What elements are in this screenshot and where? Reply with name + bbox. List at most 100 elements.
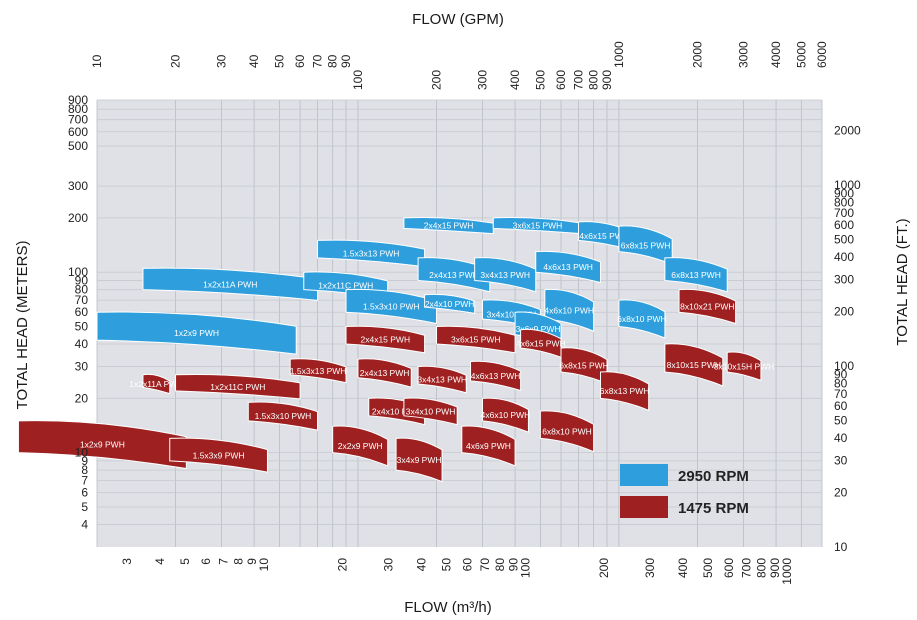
y-right-tick-label: 200 xyxy=(834,305,854,319)
legend-swatch-1475 xyxy=(620,496,668,518)
x-top-tick-label: 800 xyxy=(587,70,601,90)
region-label: 6x8x13 PWH xyxy=(600,386,650,396)
y-left-tick-label: 200 xyxy=(68,211,88,225)
pump-region: 6x8x10 PWH xyxy=(617,299,667,339)
region-1475 xyxy=(332,425,389,467)
x-bottom-tick-label: 6 xyxy=(199,558,213,565)
region-label: 2x4x10 PWH xyxy=(425,299,475,309)
region-1475 xyxy=(175,373,301,400)
region-2950 xyxy=(474,257,537,293)
region-label: 6x8x10 PWH xyxy=(542,426,592,436)
pump-region: 3x4x10 PWH xyxy=(403,397,458,426)
pump-region: 2x4x15 PWH xyxy=(403,216,494,235)
x-top-tick-label: 600 xyxy=(554,70,568,90)
x-top-tick-label: 90 xyxy=(339,54,353,68)
region-2950 xyxy=(417,257,491,293)
y-right-tick-label: 30 xyxy=(834,454,848,468)
pump-region: 3x6x15 PWH xyxy=(436,325,516,354)
region-label: 2x2x9 PWH xyxy=(338,441,383,451)
x-bottom-tick-label: 30 xyxy=(382,558,396,572)
region-label: 1.5x3x13 PWH xyxy=(290,366,347,376)
x-bottom-tick-label: 40 xyxy=(414,558,428,572)
y-left-tick-label: 10 xyxy=(75,446,89,460)
pump-region: 3x4x13 PWH xyxy=(417,365,467,394)
region-2950 xyxy=(345,288,438,325)
x-top-tick-label: 5000 xyxy=(794,41,808,68)
region-2950 xyxy=(664,257,728,293)
y-right-tick-label: 900 xyxy=(834,186,854,200)
region-1475 xyxy=(726,351,762,382)
x-bottom-tick-label: 400 xyxy=(676,558,690,578)
x-bottom-tick-label: 50 xyxy=(440,558,454,572)
region-label: 2x4x13 PWH xyxy=(429,270,479,280)
region-1475 xyxy=(461,425,516,467)
y-left-tick-label: 40 xyxy=(75,337,89,351)
x-bottom-tick-label: 7 xyxy=(216,558,230,565)
pump-region: 1.5x3x10 PWH xyxy=(247,401,319,431)
pump-region: 1x2x11C PWH xyxy=(175,373,301,400)
pump-region: 2x2x9 PWH xyxy=(332,425,389,467)
x-bottom-tick-label: 700 xyxy=(739,558,753,578)
y-left-tick-label: 60 xyxy=(75,305,89,319)
pump-region: 8x10x15H PWH xyxy=(714,351,774,382)
y-right-tick-label: 70 xyxy=(834,387,848,401)
x-top-tick-label: 6000 xyxy=(815,41,829,68)
region-1475 xyxy=(247,401,319,431)
pump-region: 4x6x10 PWH xyxy=(481,397,531,433)
region-1475 xyxy=(395,437,443,483)
y-right-tick-label: 90 xyxy=(834,367,848,381)
x-top-tick-label: 40 xyxy=(247,54,261,68)
x-bottom-tick-label: 4 xyxy=(153,558,167,565)
y-right-tick-label: 60 xyxy=(834,399,848,413)
y-right-tick-label: 80 xyxy=(834,377,848,391)
region-label: 1.5x3x9 PWH xyxy=(193,450,245,460)
pump-region: 8x10x15 PWH xyxy=(664,343,724,387)
y-right-tick-label: 1000 xyxy=(834,178,861,192)
region-label: 1x2x9 PWH xyxy=(80,440,125,450)
region-1475 xyxy=(289,358,347,384)
pump-region: 6x8x13 PWH xyxy=(664,257,728,293)
y-right-axis-title: TOTAL HEAD (FT.) xyxy=(894,218,911,345)
x-bottom-tick-label: 500 xyxy=(701,558,715,578)
pump-region: 2x4x13 PWH xyxy=(357,358,412,388)
x-top-tick-label: 70 xyxy=(311,54,325,68)
y-left-tick-label: 7 xyxy=(81,474,88,488)
region-2950 xyxy=(96,311,297,355)
x-bottom-tick-label: 800 xyxy=(754,558,768,578)
x-bottom-tick-label: 8 xyxy=(232,558,246,565)
y-right-tick-label: 300 xyxy=(834,273,854,287)
y-left-tick-label: 80 xyxy=(75,283,89,297)
x-bottom-tick-label: 300 xyxy=(643,558,657,578)
region-label: 3x4x13 PWH xyxy=(480,270,530,280)
region-label: 3x6x9 PWH xyxy=(516,324,561,334)
y-left-tick-label: 6 xyxy=(81,486,88,500)
x-top-tick-label: 80 xyxy=(326,54,340,68)
y-right-tick-label: 40 xyxy=(834,431,848,445)
y-left-tick-label: 20 xyxy=(75,391,89,405)
region-label: 2x4x15 PWH xyxy=(424,221,474,231)
y-left-tick-label: 30 xyxy=(75,360,89,374)
y-left-axis-title: TOTAL HEAD (METERS) xyxy=(14,241,31,410)
pump-region: 6x8x13 PWH xyxy=(600,371,650,412)
x-top-tick-label: 30 xyxy=(215,54,229,68)
region-1475 xyxy=(345,325,426,354)
y-right-tick-label: 600 xyxy=(834,218,854,232)
region-2950 xyxy=(618,299,666,339)
x-bottom-tick-label: 9 xyxy=(245,558,259,565)
region-label: 4x6x10 PWH xyxy=(481,410,531,420)
pump-region: 4x6x9 PWH xyxy=(461,425,516,467)
x-top-tick-label: 60 xyxy=(293,54,307,68)
region-label: 1.5x3x10 PWH xyxy=(363,302,420,312)
region-1475 xyxy=(169,437,268,473)
region-label: 1x2x11A PWH xyxy=(129,379,183,389)
y-left-tick-label: 5 xyxy=(81,500,88,514)
region-label: 1x2x9 PWH xyxy=(174,328,219,338)
region-1475 xyxy=(600,371,650,412)
x-bottom-tick-label: 70 xyxy=(478,558,492,572)
region-label: 3x4x9 PWH xyxy=(397,455,442,465)
pump-region: 8x10x21 PWH xyxy=(678,288,737,325)
region-2950 xyxy=(535,250,602,284)
x-top-tick-label: 900 xyxy=(600,70,614,90)
